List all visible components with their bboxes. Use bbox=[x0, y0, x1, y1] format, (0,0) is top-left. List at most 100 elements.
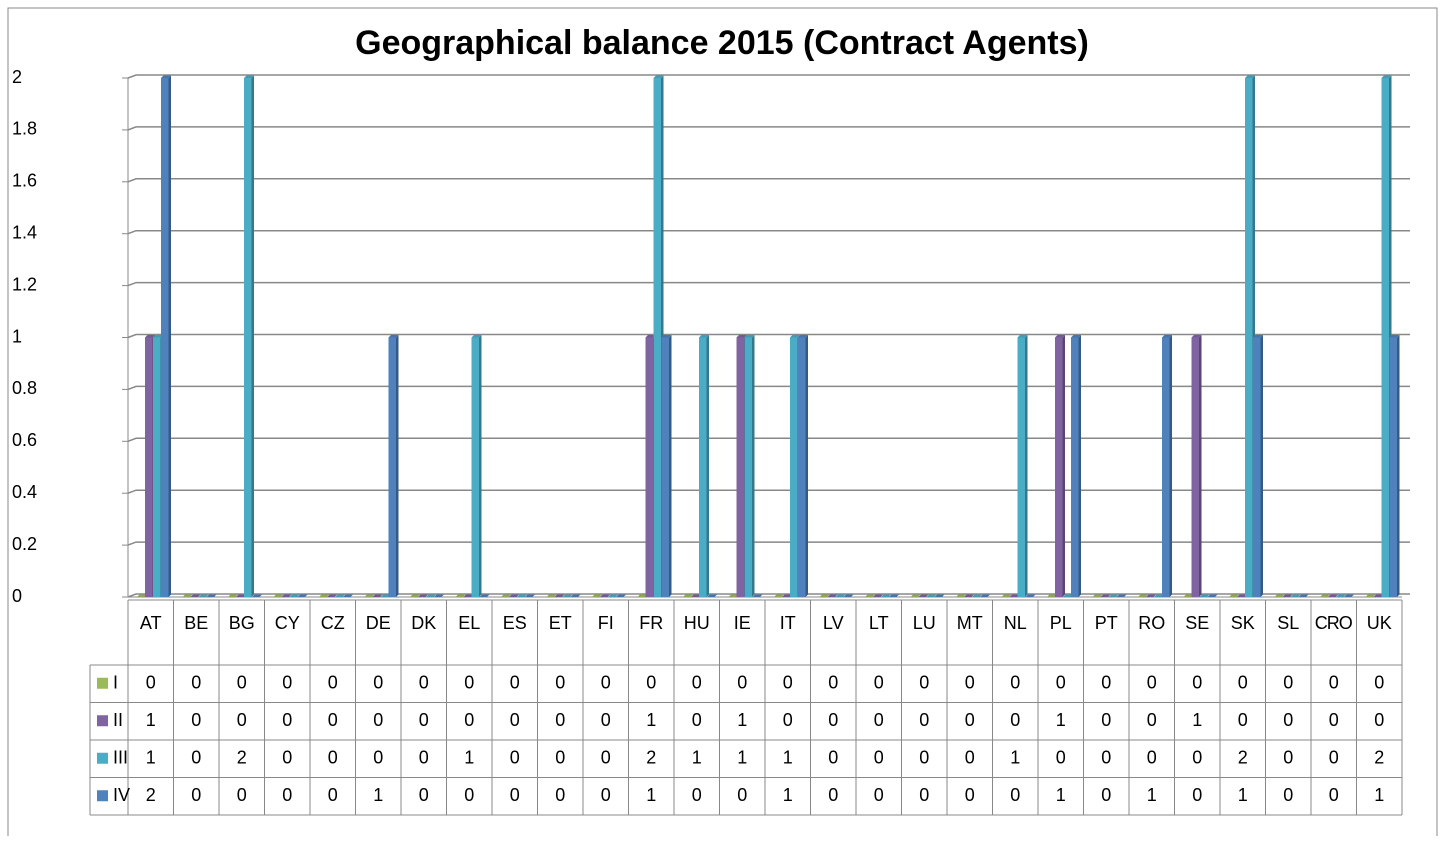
y-tick-label: 1.2 bbox=[12, 274, 37, 294]
table-value: 0 bbox=[1329, 710, 1339, 730]
grid-line bbox=[127, 281, 1410, 287]
bar-side bbox=[1260, 335, 1263, 597]
table-value: 0 bbox=[965, 710, 975, 730]
x-tick-label: BE bbox=[184, 613, 208, 633]
bar-top bbox=[1108, 594, 1119, 597]
bar bbox=[1245, 78, 1253, 597]
table-value: 0 bbox=[282, 748, 292, 768]
table-value: 0 bbox=[555, 785, 565, 805]
table-value: 0 bbox=[919, 710, 929, 730]
table-value: 0 bbox=[555, 710, 565, 730]
grid-line bbox=[127, 333, 1410, 339]
bar-top bbox=[1320, 594, 1330, 597]
grid-line bbox=[127, 178, 1410, 183]
table-value: 2 bbox=[1374, 748, 1384, 768]
bar-top bbox=[752, 594, 763, 597]
bar-top bbox=[252, 594, 262, 597]
bar-top bbox=[707, 594, 717, 597]
bar-top bbox=[289, 594, 300, 597]
bar-top bbox=[1154, 594, 1164, 597]
bar bbox=[1381, 78, 1389, 597]
bar-top bbox=[546, 594, 557, 597]
table-value: 0 bbox=[510, 673, 520, 693]
bar-top bbox=[137, 594, 147, 597]
table-value: 0 bbox=[874, 710, 884, 730]
bar-top bbox=[782, 594, 792, 597]
bar-top bbox=[827, 594, 838, 597]
table-value: 0 bbox=[965, 748, 975, 768]
x-tick-label: HU bbox=[684, 613, 710, 633]
table-value: 0 bbox=[555, 673, 565, 693]
x-tick-label: PT bbox=[1095, 613, 1118, 633]
y-tick-label: 0.4 bbox=[12, 482, 37, 502]
bar-top bbox=[980, 594, 990, 597]
bar bbox=[161, 78, 169, 597]
bar bbox=[1055, 337, 1063, 597]
bar-top bbox=[881, 594, 891, 597]
table-value: 0 bbox=[1374, 710, 1384, 730]
bar-top bbox=[1100, 594, 1111, 597]
bar-top bbox=[410, 594, 420, 597]
bar-top bbox=[653, 75, 664, 78]
table-value: 0 bbox=[1101, 748, 1111, 768]
table-value: 0 bbox=[1010, 785, 1020, 805]
bar-top bbox=[335, 594, 345, 597]
bar-top bbox=[426, 594, 436, 597]
bar-top bbox=[479, 594, 490, 597]
bar-top bbox=[1009, 594, 1020, 597]
table-value: 0 bbox=[419, 710, 429, 730]
bar-top bbox=[865, 594, 875, 597]
table-value: 0 bbox=[419, 673, 429, 693]
table-value: 0 bbox=[1056, 748, 1066, 768]
x-tick-label: CRO bbox=[1315, 613, 1353, 633]
table-value: 0 bbox=[1283, 710, 1293, 730]
x-tick-label: PL bbox=[1050, 613, 1072, 633]
x-tick-label: NL bbox=[1004, 613, 1027, 633]
table-value: 0 bbox=[282, 785, 292, 805]
x-tick-label: LV bbox=[823, 613, 844, 633]
table-value: 0 bbox=[510, 785, 520, 805]
table-value: 0 bbox=[1147, 710, 1157, 730]
y-tick-label: 2 bbox=[12, 67, 22, 87]
table-value: 0 bbox=[1238, 673, 1248, 693]
bar-side bbox=[805, 335, 808, 597]
bar-top bbox=[1191, 335, 1202, 338]
bar-side bbox=[706, 335, 709, 597]
table-value: 0 bbox=[237, 710, 247, 730]
x-tick-label: IT bbox=[780, 613, 796, 633]
table-value: 0 bbox=[419, 785, 429, 805]
y-tick-label: 0.6 bbox=[12, 430, 37, 450]
bar-top bbox=[153, 335, 163, 338]
bar-top bbox=[281, 594, 292, 597]
table-value: 0 bbox=[191, 748, 201, 768]
bar-top bbox=[637, 594, 648, 597]
bar-top bbox=[1199, 594, 1210, 597]
legend-swatch bbox=[97, 752, 108, 764]
bar bbox=[645, 337, 653, 597]
table-value: 0 bbox=[1101, 785, 1111, 805]
table-value: 0 bbox=[1283, 785, 1293, 805]
table-value: 0 bbox=[965, 673, 975, 693]
bar-top bbox=[418, 594, 428, 597]
bar-top bbox=[161, 75, 171, 78]
table-value: 0 bbox=[373, 673, 383, 693]
table-value: 0 bbox=[146, 673, 156, 693]
bar-top bbox=[1328, 594, 1338, 597]
bar-top bbox=[509, 594, 519, 597]
bar-top bbox=[1381, 75, 1392, 78]
table-value: 1 bbox=[1056, 710, 1066, 730]
x-tick-label: BG bbox=[229, 613, 255, 633]
table-value: 0 bbox=[373, 748, 383, 768]
table-value: 0 bbox=[1147, 673, 1157, 693]
table-value: 0 bbox=[1283, 748, 1293, 768]
bar-top bbox=[501, 594, 511, 597]
bar-side bbox=[1062, 335, 1065, 597]
table-value: 0 bbox=[965, 785, 975, 805]
table-value: 0 bbox=[1147, 748, 1157, 768]
bar-top bbox=[297, 594, 308, 597]
x-tick-label: CZ bbox=[321, 613, 345, 633]
grid-line bbox=[127, 489, 1410, 494]
bar bbox=[153, 337, 161, 597]
y-tick-label: 0 bbox=[12, 586, 22, 606]
